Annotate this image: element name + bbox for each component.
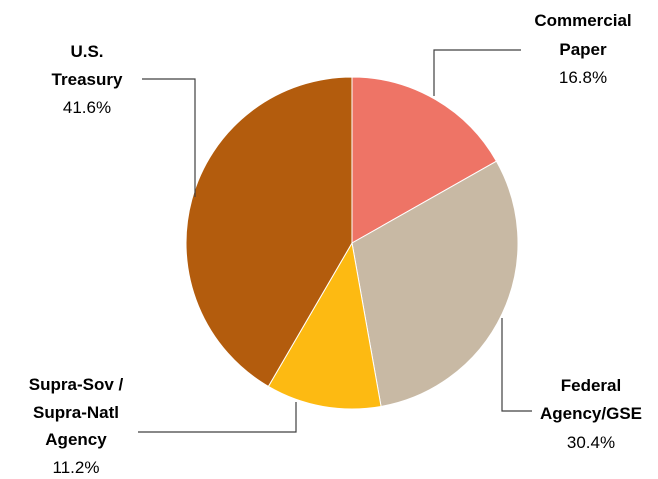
commercial-paper-label-line-1: Commercial bbox=[534, 11, 631, 30]
label-us-treasury: U.S. Treasury 41.6% bbox=[52, 42, 123, 117]
leader-line-commercial-paper bbox=[433, 49, 521, 96]
pie-slice-federal-agency-gse bbox=[351, 160, 519, 408]
label-federal-agency: Federal Agency/GSE 30.4% bbox=[540, 376, 642, 452]
us-treasury-label-line-1: U.S. bbox=[70, 42, 103, 61]
federal-agency-percent: 30.4% bbox=[567, 433, 615, 452]
supra-sov-label-line-1: Supra-Sov / bbox=[29, 375, 124, 394]
leader-line-supra-sov bbox=[138, 402, 297, 433]
leader-lines bbox=[138, 49, 532, 433]
leader-line-federal-agency bbox=[501, 318, 532, 412]
federal-agency-label-line-2: Agency/GSE bbox=[540, 404, 642, 423]
label-supra-sov: Supra-Sov / Supra-Natl Agency 11.2% bbox=[29, 375, 124, 477]
pie-slice-commercial-paper bbox=[351, 76, 498, 244]
federal-agency-label-line-1: Federal bbox=[561, 376, 621, 395]
label-commercial-paper: Commercial Paper 16.8% bbox=[534, 11, 631, 87]
pie-slice-supra-sov-supra-natl-agency bbox=[267, 241, 382, 410]
supra-sov-label-line-3: Agency bbox=[45, 430, 107, 449]
us-treasury-percent: 41.6% bbox=[63, 98, 111, 117]
pie-slices bbox=[185, 76, 519, 410]
supra-sov-label-line-2: Supra-Natl bbox=[33, 403, 119, 422]
commercial-paper-percent: 16.8% bbox=[559, 68, 607, 87]
supra-sov-percent: 11.2% bbox=[53, 458, 100, 477]
pie-slice-u-s-treasury bbox=[185, 76, 353, 388]
us-treasury-label-line-2: Treasury bbox=[52, 70, 123, 89]
leader-line-us-treasury bbox=[142, 78, 196, 197]
commercial-paper-label-line-2: Paper bbox=[559, 40, 607, 59]
